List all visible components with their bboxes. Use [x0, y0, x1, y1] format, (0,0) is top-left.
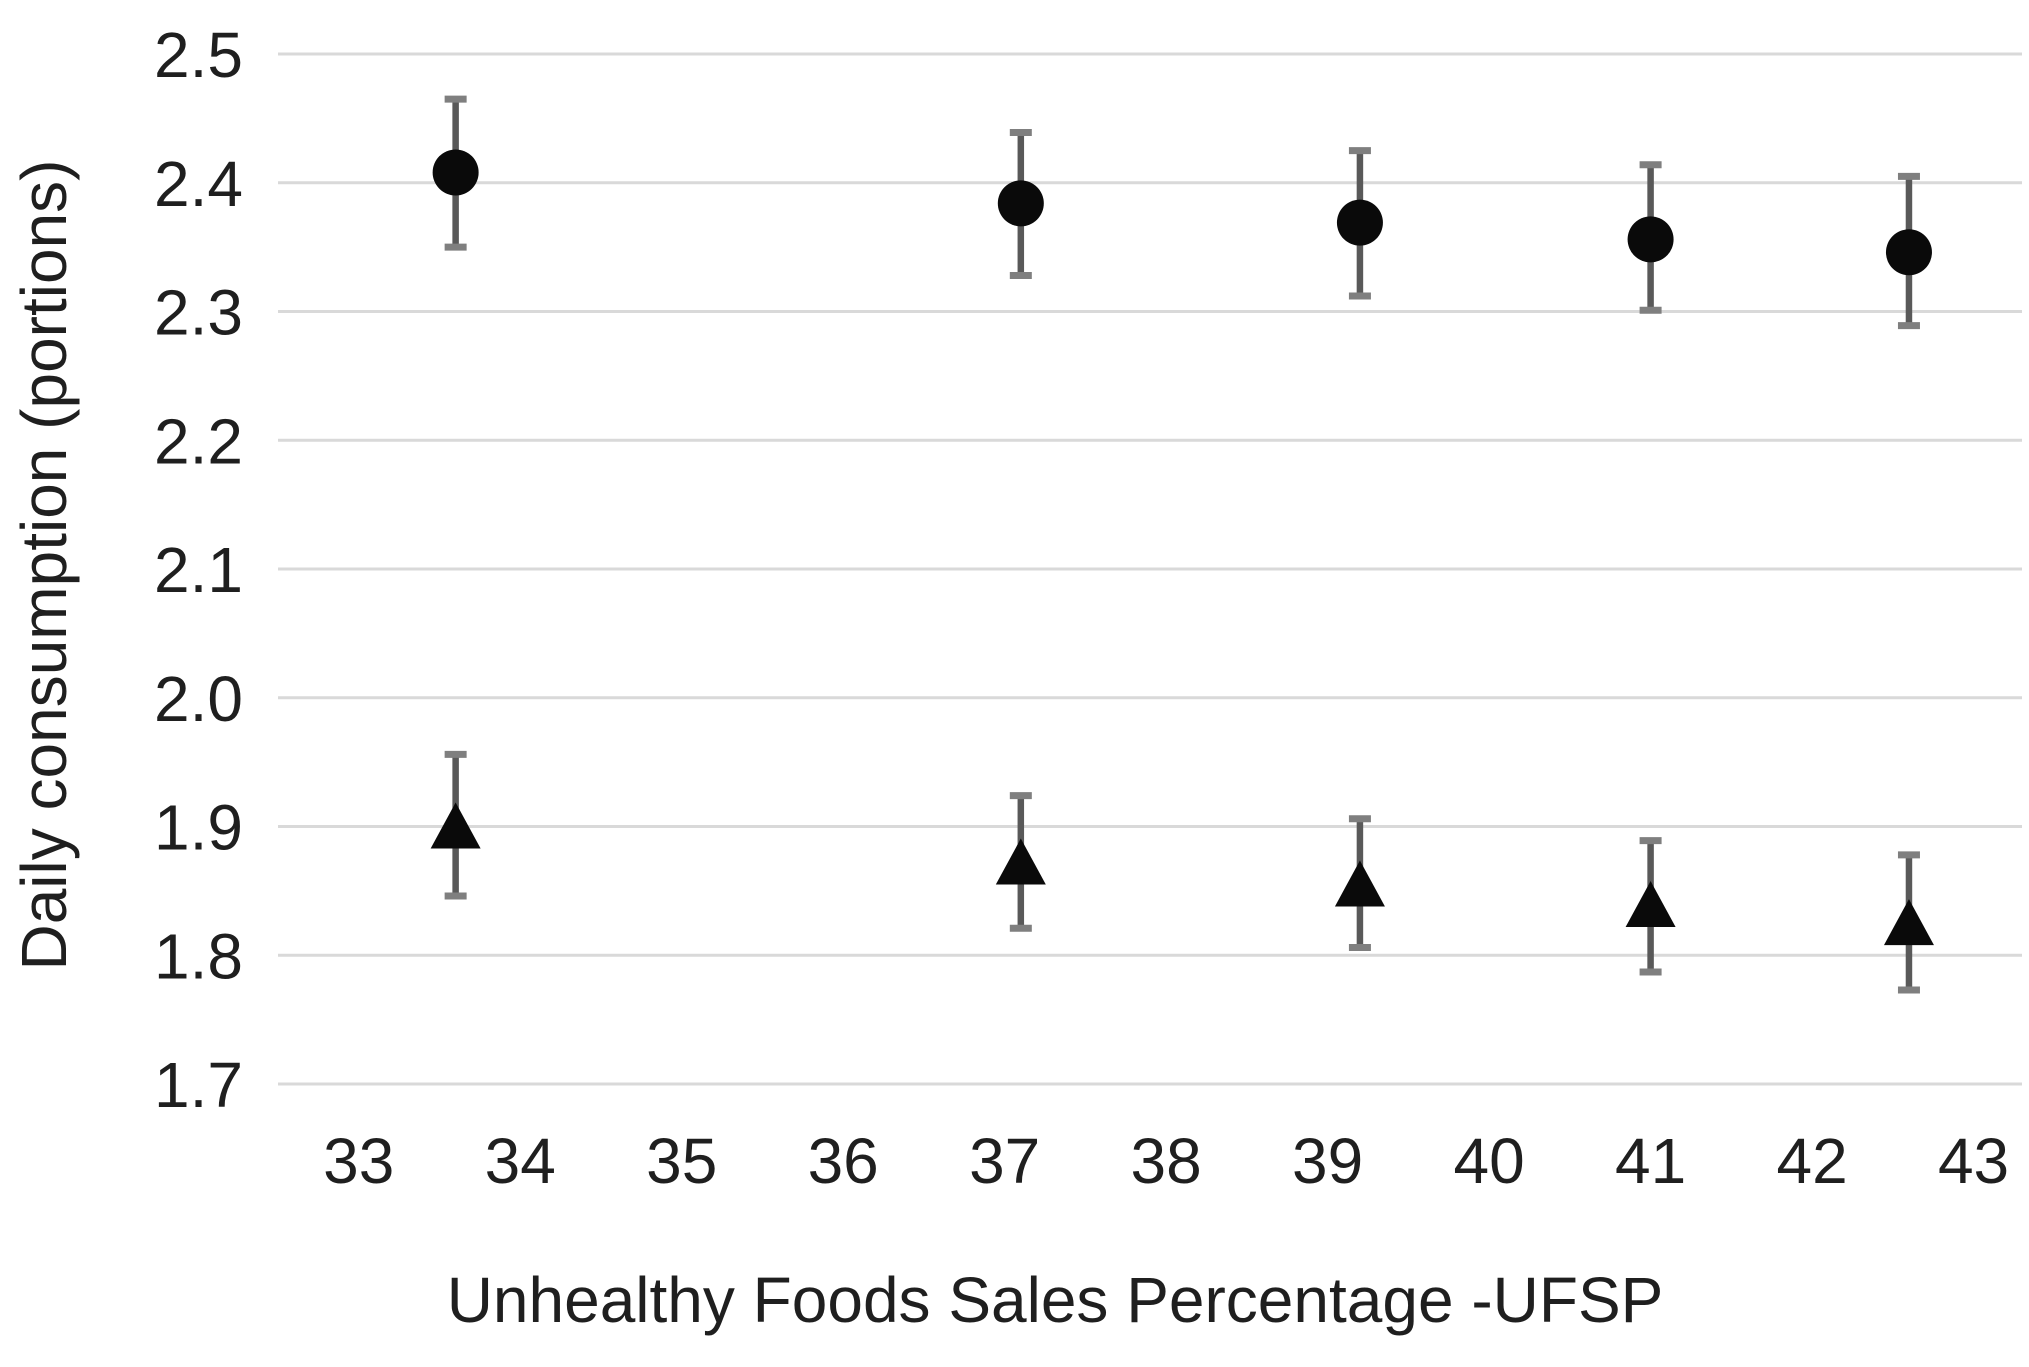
data-point [1625, 837, 1676, 976]
x-tick-label: 35 [646, 1125, 717, 1197]
x-axis-tick-labels: 33 34 35 36 37 38 39 40 41 42 43 [323, 1125, 2009, 1197]
y-axis-title: Daily consumption (portions) [8, 160, 80, 971]
x-tick-label: 36 [808, 1125, 879, 1197]
data-series-layer [430, 95, 1934, 994]
y-tick-label: 2.3 [154, 277, 243, 349]
y-tick-label: 2.4 [154, 148, 243, 220]
circle-marker [997, 180, 1044, 227]
data-point [1627, 161, 1674, 314]
x-tick-label: 42 [1776, 1125, 1847, 1197]
circle-marker [1336, 199, 1383, 246]
y-tick-label: 1.8 [154, 920, 243, 992]
x-tick-label: 37 [969, 1125, 1040, 1197]
data-point [1883, 851, 1934, 994]
circle-marker [1885, 229, 1932, 276]
triangle-marker [995, 838, 1046, 885]
data-point [1885, 172, 1932, 330]
x-tick-label: 34 [485, 1125, 556, 1197]
x-tick-label: 43 [1938, 1125, 2009, 1197]
x-tick-label: 33 [323, 1125, 394, 1197]
x-axis-title: Unhealthy Foods Sales Percentage -UFSP [447, 1264, 1664, 1336]
circle-marker [432, 149, 479, 196]
data-point [430, 750, 481, 900]
data-point [1336, 147, 1383, 300]
triangle-marker [1883, 899, 1934, 946]
triangle-series [430, 750, 1934, 994]
triangle-marker [430, 802, 481, 849]
data-point [995, 792, 1046, 932]
triangle-marker [1334, 860, 1385, 907]
data-point [997, 129, 1044, 279]
circle-series [432, 95, 1932, 330]
y-tick-label: 1.7 [154, 1049, 243, 1121]
x-tick-label: 40 [1454, 1125, 1525, 1197]
triangle-marker [1625, 881, 1676, 928]
circle-marker [1627, 216, 1674, 263]
data-point [432, 95, 479, 251]
y-tick-label: 2.0 [154, 663, 243, 735]
data-point [1334, 815, 1385, 952]
y-tick-label: 1.9 [154, 792, 243, 864]
y-tick-label: 2.1 [154, 534, 243, 606]
x-tick-label: 39 [1292, 1125, 1363, 1197]
y-tick-label: 2.5 [154, 19, 243, 91]
y-tick-label: 2.2 [154, 405, 243, 477]
x-tick-label: 41 [1615, 1125, 1686, 1197]
y-axis-tick-labels: 2.5 2.4 2.3 2.2 2.1 2.0 1.9 1.8 1.7 [154, 19, 243, 1121]
x-tick-label: 38 [1131, 1125, 1202, 1197]
gridlines [278, 52, 2022, 1086]
